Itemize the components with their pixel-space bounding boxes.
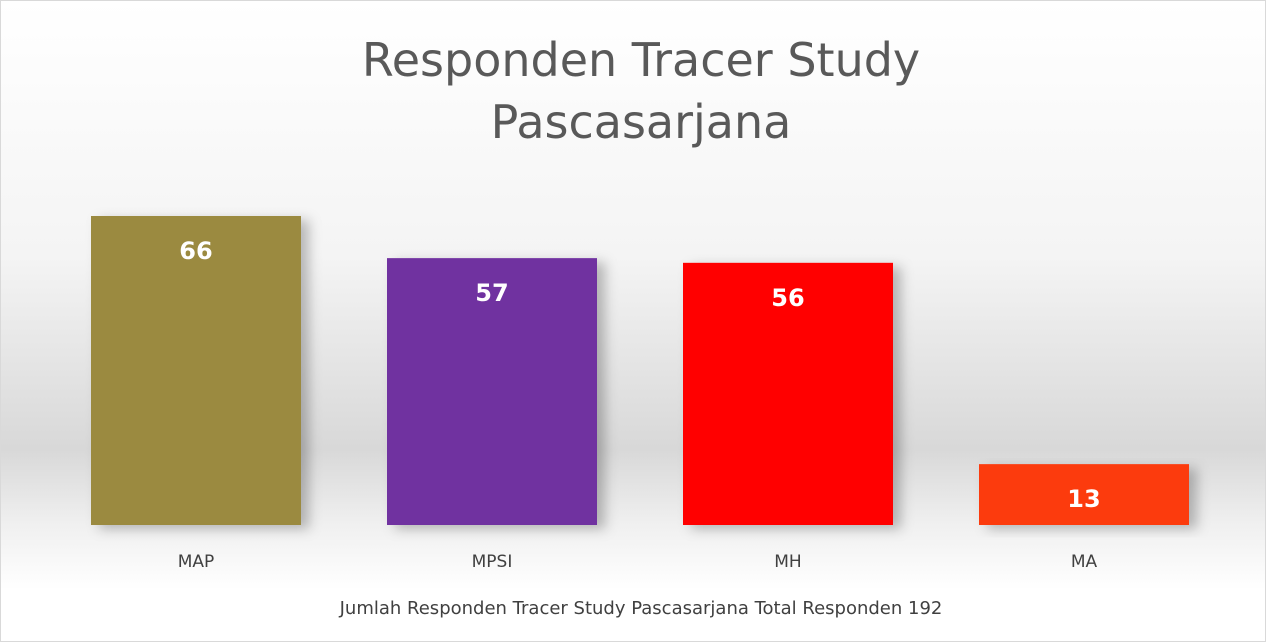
x-tick-label: MA	[1071, 552, 1098, 572]
x-tick-label: MH	[774, 552, 801, 572]
x-axis-label: Jumlah Responden Tracer Study Pascasarja…	[339, 598, 943, 619]
value-label: 57	[475, 279, 508, 307]
bar	[91, 216, 301, 525]
value-label: 13	[1067, 485, 1100, 513]
bar	[387, 258, 597, 525]
bar	[683, 262, 893, 525]
x-tick-label: MPSI	[472, 552, 513, 572]
value-label: 56	[771, 284, 804, 312]
bar	[979, 464, 1189, 525]
x-tick-label: MAP	[178, 552, 215, 572]
value-label: 66	[179, 237, 212, 265]
chart-title: Responden Tracer Study Pascasarjana	[361, 33, 921, 149]
